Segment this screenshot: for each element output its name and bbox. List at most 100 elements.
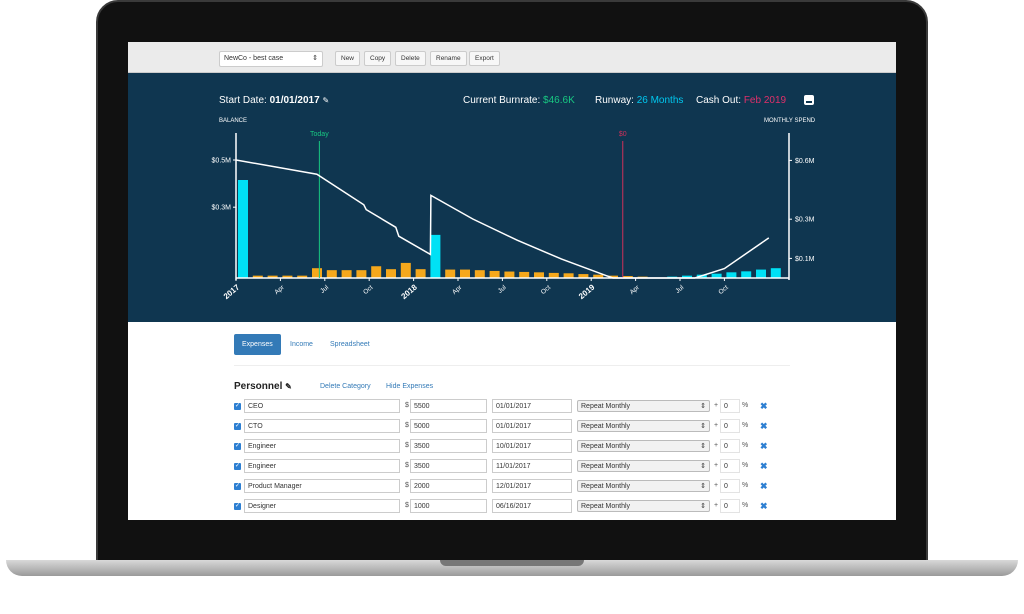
repeat-value: Repeat Monthly bbox=[581, 463, 631, 470]
growth-percent-input[interactable]: 0 bbox=[720, 459, 740, 473]
start-date-value: 01/01/2017 bbox=[269, 95, 320, 106]
repeat-select[interactable]: Repeat Monthly ⇕ bbox=[577, 500, 710, 512]
delete-expense-icon[interactable]: ✖ bbox=[760, 401, 768, 411]
percent-label: % bbox=[742, 462, 749, 469]
tab-expenses[interactable]: Expenses bbox=[234, 334, 281, 355]
expense-amount-input[interactable]: 3500 bbox=[410, 459, 487, 473]
expense-date-input[interactable]: 06/16/2017 bbox=[492, 499, 572, 513]
plus-label: + bbox=[714, 402, 719, 409]
right-tick-label: $0.3M bbox=[795, 217, 815, 224]
expense-name-input[interactable]: CTO bbox=[244, 419, 400, 433]
expense-bar bbox=[519, 271, 530, 278]
growth-percent-input[interactable]: 0 bbox=[720, 419, 740, 433]
right-tick-label: $0.1M bbox=[795, 256, 815, 263]
pencil-icon[interactable]: ✎ bbox=[322, 96, 330, 105]
delete-button[interactable]: Delete bbox=[395, 51, 426, 66]
expense-bar bbox=[326, 270, 337, 278]
select-arrows-icon: ⇕ bbox=[700, 403, 706, 410]
delete-expense-icon[interactable]: ✖ bbox=[760, 481, 768, 491]
expense-amount-input[interactable]: 5500 bbox=[410, 399, 487, 413]
repeat-select[interactable]: Repeat Monthly ⇕ bbox=[577, 480, 710, 492]
percent-label: % bbox=[742, 402, 749, 409]
dollar-label: $ bbox=[405, 482, 409, 489]
x-tick-label: 2017 bbox=[222, 282, 242, 301]
expense-amount-input[interactable]: 1000 bbox=[410, 499, 487, 513]
expense-bar bbox=[563, 273, 574, 278]
plus-label: + bbox=[714, 482, 719, 489]
expense-checkbox[interactable]: ✓ bbox=[234, 503, 241, 510]
percent-label: % bbox=[742, 442, 749, 449]
repeat-value: Repeat Monthly bbox=[581, 423, 631, 430]
growth-percent-input[interactable]: 0 bbox=[720, 439, 740, 453]
balance-line bbox=[235, 159, 770, 279]
expense-name-input[interactable]: Product Manager bbox=[244, 479, 400, 493]
expense-date-input[interactable]: 11/01/2017 bbox=[492, 459, 572, 473]
marker-label: Today bbox=[310, 131, 329, 138]
laptop-base bbox=[6, 560, 1018, 576]
select-arrows-icon: ⇕ bbox=[700, 483, 706, 490]
pencil-icon[interactable]: ✎ bbox=[285, 382, 292, 391]
scenario-select[interactable]: NewCo - best case ⇕ bbox=[219, 51, 323, 67]
expense-bar bbox=[356, 270, 367, 278]
expense-bar bbox=[267, 275, 278, 278]
repeat-select[interactable]: Repeat Monthly ⇕ bbox=[577, 440, 710, 452]
export-button[interactable]: Export bbox=[469, 51, 500, 66]
expense-name-input[interactable]: Engineer bbox=[244, 439, 400, 453]
x-tick-label: Jul bbox=[497, 284, 508, 295]
expense-checkbox[interactable]: ✓ bbox=[234, 483, 241, 490]
expense-date-input[interactable]: 12/01/2017 bbox=[492, 479, 572, 493]
rename-button[interactable]: Rename bbox=[430, 51, 467, 66]
expense-row: ✓ Product Manager $ 2000 12/01/2017 Repe… bbox=[128, 479, 896, 495]
expense-bar bbox=[341, 270, 352, 278]
delete-category-link[interactable]: Delete Category bbox=[320, 383, 371, 390]
repeat-value: Repeat Monthly bbox=[581, 483, 631, 490]
expense-name-input[interactable]: Engineer bbox=[244, 459, 400, 473]
x-tick-label: 2019 bbox=[577, 282, 597, 301]
expense-checkbox[interactable]: ✓ bbox=[234, 423, 241, 430]
repeat-select[interactable]: Repeat Monthly ⇕ bbox=[577, 420, 710, 432]
category-name: Personnel bbox=[234, 381, 283, 392]
delete-expense-icon[interactable]: ✖ bbox=[760, 461, 768, 471]
growth-percent-input[interactable]: 0 bbox=[720, 399, 740, 413]
x-tick-label: Apr bbox=[273, 284, 286, 296]
runway-value: 26 Months bbox=[636, 95, 684, 106]
plus-label: + bbox=[714, 502, 719, 509]
income-bar bbox=[770, 268, 781, 278]
delete-expense-icon[interactable]: ✖ bbox=[760, 441, 768, 451]
expense-checkbox[interactable]: ✓ bbox=[234, 463, 241, 470]
expense-amount-input[interactable]: 5000 bbox=[410, 419, 487, 433]
new-button[interactable]: New bbox=[335, 51, 361, 66]
expense-date-input[interactable]: 10/01/2017 bbox=[492, 439, 572, 453]
copy-button[interactable]: Copy bbox=[364, 51, 392, 66]
expense-amount-input[interactable]: 3500 bbox=[410, 439, 487, 453]
hide-expenses-link[interactable]: Hide Expenses bbox=[386, 383, 434, 390]
expense-row: ✓ CEO $ 5500 01/01/2017 Repeat Monthly ⇕ … bbox=[128, 399, 896, 415]
expense-date-input[interactable]: 01/01/2017 bbox=[492, 419, 572, 433]
repeat-select[interactable]: Repeat Monthly ⇕ bbox=[577, 460, 710, 472]
tab-income[interactable]: Income bbox=[290, 341, 313, 348]
x-tick-label: Jul bbox=[319, 284, 330, 295]
growth-percent-input[interactable]: 0 bbox=[720, 479, 740, 493]
runway-label: Runway: bbox=[595, 95, 634, 106]
expense-name-input[interactable]: CEO bbox=[244, 399, 400, 413]
delete-expense-icon[interactable]: ✖ bbox=[760, 421, 768, 431]
expense-checkbox[interactable]: ✓ bbox=[234, 403, 241, 410]
right-tick-label: $0.6M bbox=[795, 158, 815, 165]
expense-name-input[interactable]: Designer bbox=[244, 499, 400, 513]
x-tick-label: Jul bbox=[674, 284, 685, 295]
expense-date-input[interactable]: 01/01/2017 bbox=[492, 399, 572, 413]
expense-row: ✓ Engineer $ 3500 11/01/2017 Repeat Mont… bbox=[128, 459, 896, 475]
delete-expense-icon[interactable]: ✖ bbox=[760, 501, 768, 511]
minimize-icon[interactable] bbox=[804, 95, 814, 105]
expense-checkbox[interactable]: ✓ bbox=[234, 443, 241, 450]
repeat-select[interactable]: Repeat Monthly ⇕ bbox=[577, 400, 710, 412]
tab-spreadsheet[interactable]: Spreadsheet bbox=[330, 341, 370, 348]
expense-amount-input[interactable]: 2000 bbox=[410, 479, 487, 493]
income-bar bbox=[726, 272, 737, 278]
income-bar bbox=[682, 275, 692, 278]
growth-percent-input[interactable]: 0 bbox=[720, 499, 740, 513]
expense-row: ✓ Engineer $ 3500 10/01/2017 Repeat Mont… bbox=[128, 439, 896, 455]
start-date: Start Date: 01/01/2017 ✎ bbox=[219, 95, 329, 106]
expense-bar bbox=[282, 275, 293, 278]
plus-label: + bbox=[714, 462, 719, 469]
